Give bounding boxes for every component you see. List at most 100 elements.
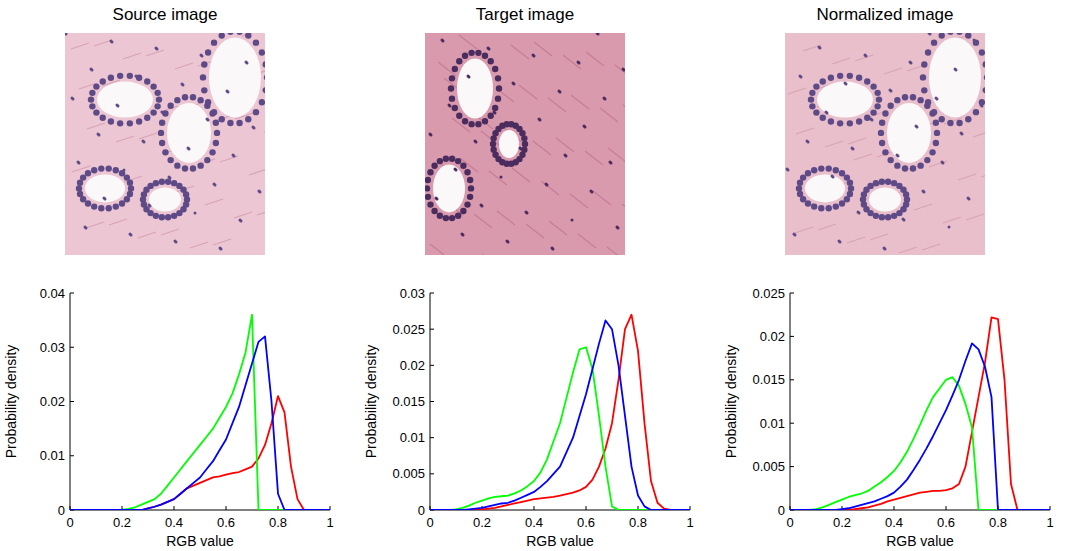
- nucleus: [425, 194, 431, 200]
- nucleus: [162, 149, 168, 155]
- density-line: [790, 377, 1050, 510]
- nucleus: [93, 83, 99, 89]
- nucleus: [91, 203, 97, 209]
- nucleus: [76, 185, 82, 191]
- nucleus: [204, 157, 210, 163]
- nucleus: [925, 99, 931, 105]
- nucleus: [983, 87, 985, 93]
- nucleus: [174, 162, 180, 168]
- y-tick-label: 0.02: [40, 394, 65, 409]
- nucleus: [873, 180, 879, 186]
- lumen: [85, 174, 125, 202]
- y-axis: [790, 293, 791, 510]
- nucleus: [263, 61, 265, 67]
- nucleus: [864, 115, 870, 121]
- nucleus: [482, 118, 488, 124]
- fibre: [607, 247, 625, 255]
- nucleus: [91, 167, 97, 173]
- fibre: [482, 254, 500, 255]
- nucleus: [144, 78, 150, 84]
- nucleus: [839, 200, 845, 206]
- nucleus: [604, 98, 607, 101]
- lumen: [887, 103, 931, 163]
- nucleus: [427, 169, 433, 175]
- nucleus: [259, 49, 265, 55]
- nucleus: [917, 97, 923, 103]
- nucleus: [974, 40, 977, 43]
- x-tick-label: 1: [686, 515, 693, 530]
- y-tick: [430, 293, 434, 294]
- nucleus: [546, 184, 549, 187]
- nucleus: [128, 185, 134, 191]
- nucleus: [551, 247, 554, 250]
- nucleus: [175, 241, 178, 244]
- fibre: [818, 224, 836, 230]
- nucleus: [219, 33, 225, 39]
- x-tick-label: 0: [426, 515, 433, 530]
- fibre: [854, 154, 872, 160]
- nucleus: [455, 212, 461, 218]
- nucleus: [429, 133, 432, 136]
- nucleus: [799, 75, 802, 78]
- nucleus: [462, 53, 468, 59]
- nucleus: [833, 203, 839, 209]
- fibre: [622, 204, 625, 218]
- x-tick-label: 0.8: [629, 515, 647, 530]
- nucleus: [525, 211, 528, 214]
- nucleus: [259, 99, 265, 105]
- nucleus: [443, 156, 449, 162]
- lumen: [805, 174, 845, 202]
- nucleus: [870, 83, 876, 89]
- fibre: [803, 45, 821, 51]
- nucleus: [431, 163, 437, 169]
- nucleus: [885, 214, 891, 220]
- nucleus: [921, 87, 927, 93]
- nucleus: [117, 73, 123, 79]
- nucleus: [874, 90, 880, 96]
- nucleus: [526, 212, 529, 215]
- nucleus: [851, 147, 854, 150]
- nucleus: [956, 120, 962, 126]
- nucleus: [154, 103, 160, 109]
- nucleus: [837, 120, 843, 126]
- x-tick: [894, 506, 895, 510]
- y-tick: [790, 423, 794, 424]
- nucleus: [142, 140, 145, 143]
- nucleus: [807, 141, 810, 144]
- nucleus: [493, 111, 496, 114]
- nucleus: [111, 41, 114, 44]
- nucleus: [448, 85, 454, 91]
- nucleus: [207, 119, 210, 122]
- y-tick: [790, 293, 794, 294]
- fibre: [571, 95, 589, 109]
- nucleus: [947, 120, 953, 126]
- nucleus: [584, 126, 587, 129]
- fibre: [623, 105, 625, 119]
- nucleus: [239, 219, 242, 222]
- nucleus: [578, 62, 581, 65]
- nucleus: [979, 49, 985, 55]
- nucleus: [464, 201, 470, 207]
- nucleus: [167, 102, 173, 108]
- y-tick: [430, 437, 434, 438]
- nucleus: [512, 82, 515, 85]
- y-tick: [430, 401, 434, 402]
- nucleus: [460, 163, 466, 169]
- nucleus: [148, 204, 151, 207]
- nucleus: [475, 121, 481, 127]
- x-tick-label: 1: [1046, 515, 1053, 530]
- x-tick-label: 0.6: [937, 515, 955, 530]
- fibre: [541, 181, 559, 195]
- nucleus: [194, 212, 197, 215]
- nucleus: [468, 121, 474, 127]
- nucleus: [920, 74, 926, 80]
- nucleus: [882, 110, 888, 116]
- nucleus: [127, 180, 133, 186]
- nucleus: [903, 219, 906, 222]
- nucleus: [197, 162, 203, 168]
- y-tick: [790, 336, 794, 337]
- x-tick-label: 0.2: [113, 515, 131, 530]
- nucleus: [571, 219, 574, 222]
- nucleus: [559, 91, 562, 94]
- nucleus: [442, 40, 445, 43]
